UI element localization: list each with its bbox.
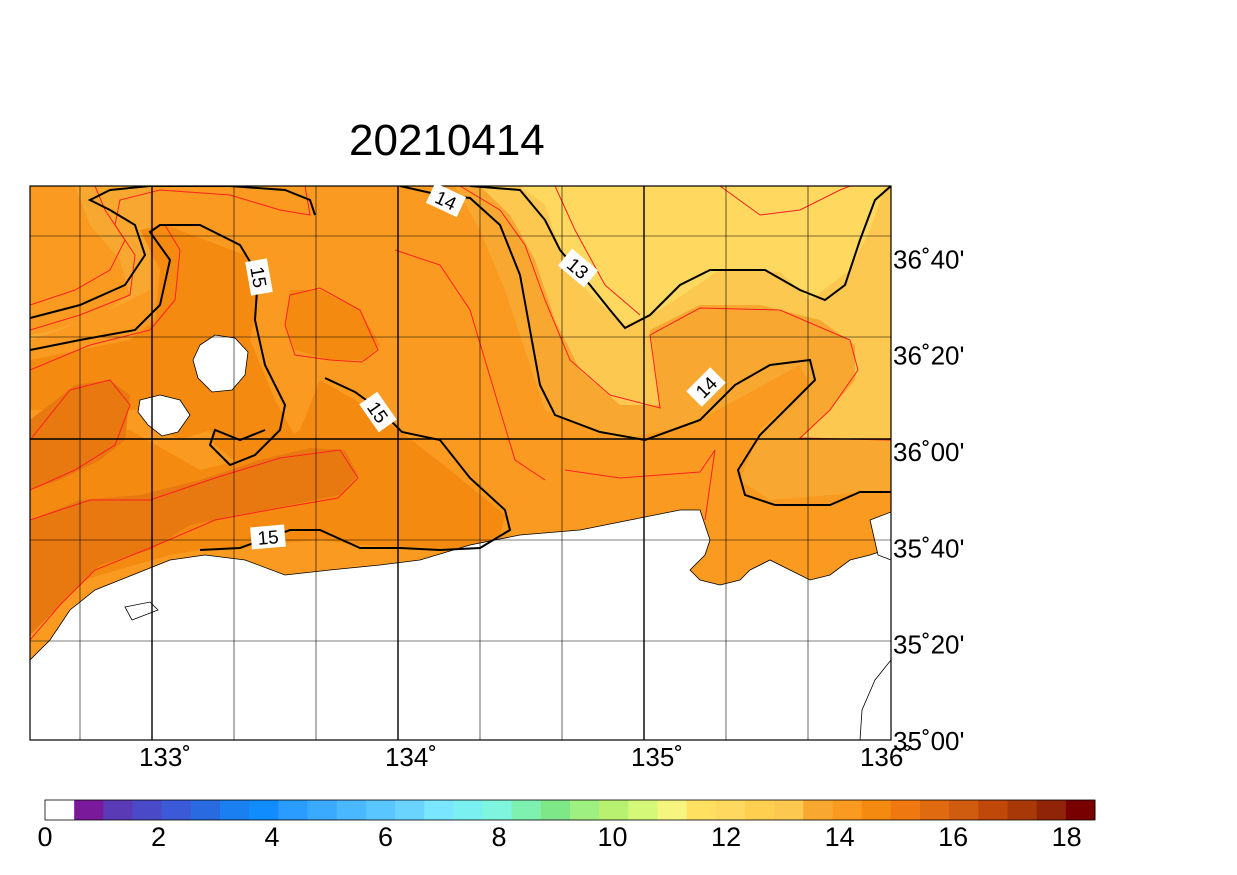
- lat-tick-label: 35˚00': [893, 726, 964, 756]
- colorbar-swatch: [45, 800, 75, 820]
- colorbar-tick-label: 10: [598, 822, 628, 852]
- colorbar-swatch: [599, 800, 629, 820]
- colorbar-swatch: [745, 800, 775, 820]
- colorbar-tick-label: 18: [1052, 822, 1082, 852]
- contour-label-text: 15: [245, 265, 269, 289]
- colorbar-swatch: [1007, 800, 1038, 820]
- island-oki-dozen: [137, 394, 191, 437]
- map-frame: [29, 185, 892, 741]
- colorbar-swatch: [715, 800, 746, 820]
- graticule-minor: [30, 186, 891, 740]
- lat-tick-label: 35˚20': [893, 630, 964, 660]
- lon-tick-label: 135˚: [631, 742, 683, 772]
- colorbar-swatch: [424, 800, 454, 820]
- colorbar-swatch: [336, 800, 367, 820]
- colorbar-tick-label: 16: [938, 822, 968, 852]
- colorbar-swatch: [190, 800, 221, 820]
- colorbar-swatch: [890, 800, 921, 820]
- coast-peninsula: [869, 511, 891, 561]
- colorbar-swatch: [774, 800, 804, 820]
- colorbar-swatch: [920, 800, 950, 820]
- sst-band-15b: [285, 290, 380, 360]
- land-honshu: [30, 509, 891, 740]
- sst-field: [30, 186, 891, 740]
- colorbar-swatch: [74, 800, 104, 820]
- lon-tick-label: 133˚: [139, 742, 191, 772]
- colorbar-tick-label: 0: [37, 822, 52, 852]
- colorbar-swatch: [453, 800, 483, 820]
- colorbar-swatch: [249, 800, 279, 820]
- colorbar-swatch: [1065, 800, 1096, 820]
- colorbar-swatch: [686, 800, 717, 820]
- colorbar-swatch: [540, 800, 571, 820]
- lon-tick-label: 136˚: [860, 742, 912, 772]
- contour-label-15c: 15: [250, 524, 286, 550]
- sst-band-155: [30, 380, 358, 635]
- colorbar-tick-label: 4: [265, 822, 280, 852]
- colorbar-swatch: [949, 800, 979, 820]
- colorbar: [44, 799, 1096, 821]
- lat-tick-label: 36˚40': [893, 244, 964, 274]
- colorbar-labels: 0 2 4 6 8 10 12 14 16 18: [37, 822, 1081, 852]
- colorbar-swatch: [482, 800, 513, 820]
- colorbar-swatch: [1036, 800, 1067, 820]
- colorbar-swatch: [511, 800, 542, 820]
- colorbar-swatch: [278, 800, 308, 820]
- red-contours: [30, 186, 891, 641]
- colorbar-swatch: [103, 800, 133, 820]
- contour-label-group: 14 13 15 15 14 15: [245, 182, 726, 550]
- longitude-labels: 133˚ 134˚ 135˚ 136˚: [139, 742, 912, 772]
- colorbar-swatch: [978, 800, 1008, 820]
- coast-east: [859, 659, 891, 740]
- lat-tick-label: 36˚20': [893, 341, 964, 371]
- colorbar-swatch: [395, 800, 425, 820]
- lat-tick-label: 36˚00': [893, 437, 964, 467]
- colorbar-tick-label: 2: [151, 822, 166, 852]
- contour-label-15a: 15: [245, 258, 273, 296]
- colorbar-swatch: [628, 800, 658, 820]
- latitude-labels: 36˚40' 36˚20' 36˚00' 35˚40' 35˚20' 35˚00': [893, 244, 964, 756]
- colorbar-swatch: [803, 800, 833, 820]
- lon-tick-label: 134˚: [385, 742, 437, 772]
- map-title: 20210414: [349, 116, 545, 165]
- colorbar-frame: [44, 799, 1096, 821]
- colorbar-tick-label: 14: [825, 822, 855, 852]
- colorbar-swatch: [161, 800, 192, 820]
- colorbar-swatch: [861, 800, 892, 820]
- colorbar-swatch: [132, 800, 163, 820]
- colorbar-swatch: [832, 800, 863, 820]
- colorbar-swatch: [657, 800, 688, 820]
- colorbar-tick-label: 6: [378, 822, 393, 852]
- colorbar-swatch: [220, 800, 250, 820]
- lat-tick-label: 35˚40': [893, 533, 964, 563]
- colorbar-swatch: [365, 800, 396, 820]
- island-small: [124, 601, 159, 621]
- colorbar-swatch: [570, 800, 600, 820]
- graticule-major: [30, 186, 891, 740]
- colorbar-tick-label: 12: [711, 822, 741, 852]
- contour-label-text: 15: [257, 527, 280, 550]
- colorbar-swatch: [307, 800, 338, 820]
- colorbar-tick-label: 8: [492, 822, 507, 852]
